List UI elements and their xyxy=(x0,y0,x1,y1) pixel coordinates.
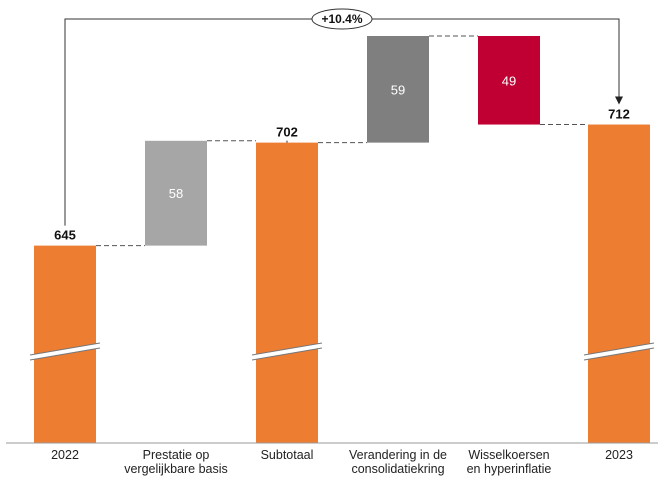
axis-break-gap xyxy=(252,343,322,360)
bar-0 xyxy=(34,245,96,443)
axis-break-line xyxy=(251,342,323,356)
bar-2 xyxy=(256,142,318,444)
value-labels: 645 58 702 59 49 712 xyxy=(54,73,630,242)
category-label-2: Subtotaal xyxy=(261,448,314,462)
bars-group xyxy=(34,36,650,444)
axis-break-gap xyxy=(30,343,100,360)
axis-break-line xyxy=(251,347,323,361)
axis-break-gap xyxy=(584,343,654,360)
change-badge xyxy=(311,8,373,30)
category-label-1: vergelijkbare basis xyxy=(124,462,228,476)
value-label-0: 645 xyxy=(54,228,76,243)
axis-break-line xyxy=(29,347,101,361)
axis-break-line xyxy=(583,347,655,361)
value-label-4: 49 xyxy=(502,73,516,88)
change-label: +10.4% xyxy=(321,12,362,26)
value-label-5: 712 xyxy=(608,107,630,122)
category-label-3: Verandering in de xyxy=(349,448,447,462)
value-label-1: 58 xyxy=(169,186,183,201)
axis-break-line xyxy=(583,342,655,356)
category-label-4: en hyperinflatie xyxy=(467,462,552,476)
category-label-0: 2022 xyxy=(51,448,79,462)
axis-break-line xyxy=(29,342,101,356)
bar-1 xyxy=(145,140,207,246)
axis-breaks xyxy=(29,342,655,361)
category-label-1: Prestatie op xyxy=(143,448,210,462)
value-label-2: 702 xyxy=(276,125,298,140)
value-label-3: 59 xyxy=(391,82,405,97)
change-annotation: +10.4% xyxy=(64,8,623,226)
category-label-5: 2023 xyxy=(605,448,633,462)
bar-3 xyxy=(367,36,429,143)
category-label-3: consolidatiekring xyxy=(351,462,444,476)
bar-4 xyxy=(478,36,540,125)
category-label-4: Wisselkoersen xyxy=(468,448,549,462)
bar-5 xyxy=(588,124,650,444)
